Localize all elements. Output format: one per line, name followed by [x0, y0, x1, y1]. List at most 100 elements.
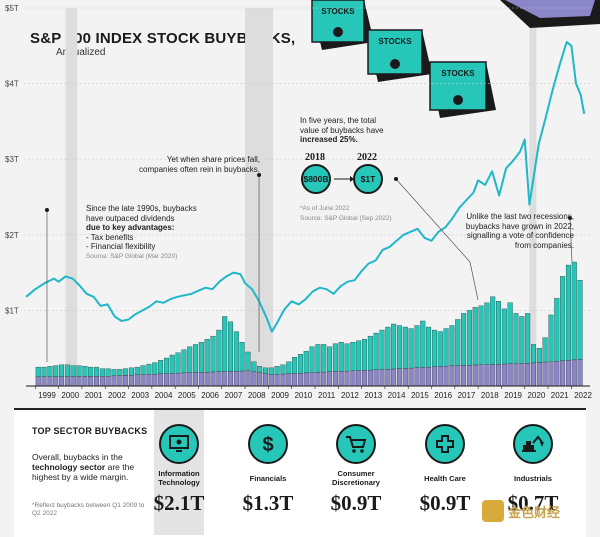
svg-text:$: $	[262, 434, 273, 455]
buyback-bar	[70, 365, 76, 377]
dividend-bar	[408, 367, 414, 387]
buyback-bar	[216, 329, 222, 372]
dividend-bar	[461, 365, 467, 387]
dividend-bar	[437, 366, 443, 387]
dividend-bar	[128, 375, 134, 387]
dividend-bar	[338, 371, 344, 387]
dividend-bar	[315, 372, 321, 387]
dividend-bar	[373, 369, 379, 387]
buyback-bar	[297, 354, 303, 374]
annotation-line: increased 25%.	[300, 135, 358, 144]
buyback-bar	[402, 326, 408, 369]
certificate-seal-icon	[333, 27, 343, 37]
dividend-bar	[443, 366, 449, 387]
x-tick-label: 2006	[201, 391, 219, 400]
buyback-bar	[507, 302, 513, 365]
x-tick-label: 2016	[434, 391, 452, 400]
buyback-bar	[175, 352, 181, 374]
monitor-icon	[159, 424, 199, 464]
annotation-line: signalling a vote of confidence	[466, 231, 574, 240]
buyback-bar	[292, 357, 298, 374]
recession-band	[65, 8, 78, 386]
dividend-bar	[210, 371, 216, 387]
dividend-bar	[35, 376, 41, 387]
year-2018-label: 2018	[305, 152, 325, 163]
sector-name: Information Technology	[158, 469, 200, 487]
buyback-bar	[233, 331, 239, 372]
certificate-seal-icon	[453, 95, 463, 105]
sector-industrials: Industrials $0.7T	[491, 424, 575, 516]
buyback-bar	[455, 319, 461, 366]
dividend-bar	[391, 368, 397, 387]
dividend-bar	[64, 376, 70, 387]
excavator-icon	[513, 424, 553, 464]
dividend-bar	[309, 372, 315, 387]
buyback-bar	[449, 325, 455, 367]
buyback-bar	[327, 346, 333, 373]
buyback-bar	[140, 365, 146, 375]
dividend-bar	[233, 371, 239, 387]
dividend-bar	[292, 373, 298, 387]
dividend-bar	[82, 376, 88, 387]
annotation-line: - Financial flexibility	[86, 242, 156, 251]
dividend-bar	[501, 363, 507, 387]
x-tick-label: 2008	[248, 391, 266, 400]
buyback-bar	[204, 338, 210, 373]
sector-panel-description: Overall, buybacks in the technology sect…	[32, 452, 147, 482]
dividend-bar	[245, 370, 251, 387]
sector-consumer-discretionary: Consumer Discretionary $0.9T	[314, 424, 398, 516]
dividend-bar	[251, 371, 257, 387]
dividend-bar	[193, 372, 199, 387]
annotation-line: due to key advantages:	[86, 223, 175, 232]
buyback-bar	[332, 343, 338, 372]
desc-text: Overall, buybacks in the	[32, 452, 123, 462]
buyback-bar	[245, 351, 251, 372]
buyback-bar	[315, 344, 321, 373]
dividend-bar	[571, 359, 577, 387]
buyback-bar	[490, 296, 496, 365]
buyback-bar	[64, 364, 70, 377]
x-tick-label: 2007	[225, 391, 243, 400]
buyback-bar	[146, 363, 152, 375]
sector-financials: $ Financials $1.3T	[226, 424, 310, 516]
x-tick-label: 2022	[574, 391, 592, 400]
buyback-bar	[367, 335, 373, 371]
annotation-source: Source: S&P Global (Mar 2020)	[86, 252, 178, 260]
buyback-bar	[379, 329, 385, 370]
buyback-bar	[478, 305, 484, 365]
sector-health-care: Health Care $0.9T	[403, 424, 487, 516]
dividend-bar	[105, 376, 111, 387]
sector-value: $0.9T	[419, 491, 471, 515]
buyback-bar	[373, 332, 379, 371]
buyback-bar	[53, 365, 59, 377]
dividend-bar	[507, 363, 513, 387]
buyback-bar	[181, 349, 187, 374]
desc-text: are the highest by a wide margin.	[32, 462, 135, 482]
dividend-bar	[146, 374, 152, 387]
buyback-bar	[560, 276, 566, 361]
annotation-dividends: Since the late 1990s, buybacks have outp…	[86, 204, 197, 261]
desc-bold: technology sector	[32, 462, 106, 472]
x-tick-label: 2010	[294, 391, 312, 400]
chart-subtitle: Annualized	[56, 47, 106, 58]
dividend-bar	[187, 372, 193, 387]
buyback-bar	[443, 328, 449, 367]
x-tick-label: 2003	[131, 391, 149, 400]
dividend-bar	[303, 372, 309, 387]
sp500-price-line	[25, 41, 586, 333]
buybacks-chart: STOCKS STOCKS STOCKS $1T $2T $3T $4T $5T 1999 200…	[5, 0, 600, 400]
buyback-bar	[152, 362, 158, 375]
buyback-bar	[420, 320, 426, 368]
dividend-bar	[385, 369, 391, 387]
annotation-dot	[257, 173, 262, 177]
buyback-bar	[396, 325, 402, 369]
x-tick-label: 1999	[38, 391, 56, 400]
buyback-bar	[82, 366, 88, 377]
dividend-bar	[420, 367, 426, 387]
buyback-bar	[111, 369, 117, 377]
annotation-line: buybacks have grown in 2022,	[465, 221, 574, 231]
annotation-line: Unlike the last two recessions,	[466, 212, 574, 221]
dividend-bar	[344, 370, 350, 387]
dividend-bar	[163, 373, 169, 387]
buyback-bar	[123, 368, 129, 376]
